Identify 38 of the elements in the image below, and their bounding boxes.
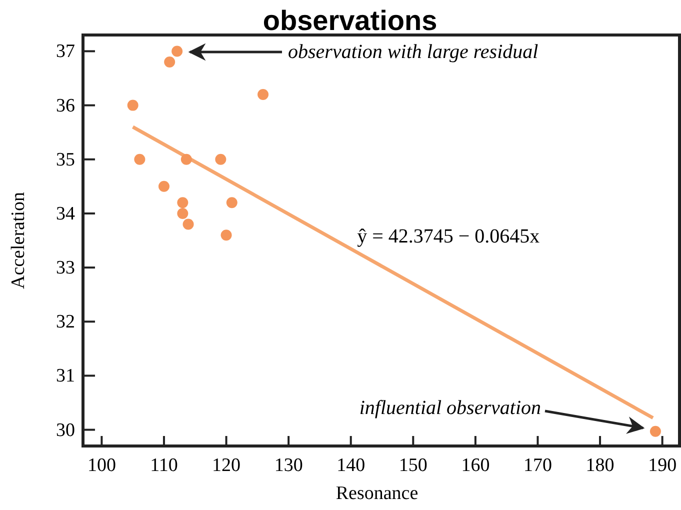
chart-title: observations (262, 5, 438, 36)
x-tick-label: 100 (87, 455, 116, 476)
point (134, 154, 146, 165)
annotation: observation with large residual (288, 41, 539, 63)
point (182, 218, 194, 230)
point (127, 100, 138, 111)
point (177, 197, 188, 208)
point (177, 208, 188, 219)
point (158, 180, 170, 192)
point (258, 88, 269, 100)
y-tick-label: 30 (56, 420, 75, 441)
x-axis-title: Resonance (336, 483, 418, 504)
point (650, 426, 661, 437)
point (164, 56, 176, 68)
y-tick-label: 33 (56, 258, 75, 279)
point (172, 46, 183, 57)
y-tick-label: 37 (56, 41, 75, 62)
y-tick-label: 31 (56, 366, 75, 387)
y-tick-label: 35 (56, 149, 75, 170)
annotation: influential observation (359, 397, 541, 419)
y-axis-title: Acceleration (8, 191, 29, 290)
point (226, 197, 238, 208)
x-tick-label: 150 (398, 455, 428, 476)
x-tick-label: 140 (336, 455, 366, 476)
annotation: ŷ = 42.3745 − 0.0645x (357, 225, 540, 248)
y-tick-label: 34 (56, 203, 76, 224)
x-tick-label: 120 (212, 455, 241, 476)
y-tick-label: 36 (56, 95, 75, 116)
x-tick-label: 190 (648, 455, 677, 476)
y-tick-label: 32 (56, 312, 75, 333)
x-tick-label: 170 (523, 455, 552, 476)
point (180, 154, 192, 165)
x-tick-label: 160 (461, 455, 490, 476)
point (215, 154, 226, 165)
point (220, 230, 232, 241)
x-tick-label: 180 (586, 455, 614, 476)
x-tick-label: 130 (274, 455, 303, 476)
x-tick-label: 110 (150, 455, 178, 476)
